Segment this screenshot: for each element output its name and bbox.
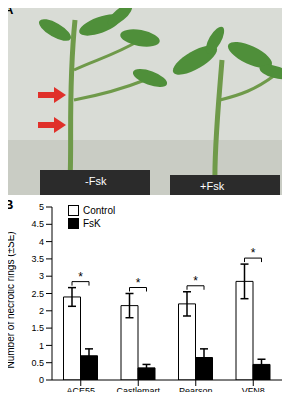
svg-text:0.5: 0.5	[31, 358, 44, 368]
svg-text:VFN8: VFN8	[242, 386, 265, 392]
svg-text:*: *	[193, 274, 198, 288]
svg-text:A: A	[8, 8, 14, 17]
svg-text:Pearson: Pearson	[179, 386, 213, 392]
svg-text:0: 0	[39, 375, 44, 385]
svg-text:*: *	[136, 276, 141, 290]
svg-text:3: 3	[39, 271, 44, 281]
svg-text:4.5: 4.5	[31, 219, 44, 229]
svg-text:*: *	[78, 270, 83, 284]
svg-text:+Fsk: +Fsk	[200, 180, 225, 192]
svg-text:5: 5	[39, 202, 44, 212]
svg-text:-Fsk: -Fsk	[85, 175, 107, 187]
html-text:B: B	[4, 197, 14, 212]
svg-text:1.5: 1.5	[31, 323, 44, 333]
svg-text:2.5: 2.5	[31, 289, 44, 299]
svg-text:2: 2	[39, 306, 44, 316]
svg-text:4: 4	[39, 237, 44, 247]
html-text:Control: Control	[83, 205, 116, 216]
svg-text:1: 1	[39, 341, 44, 351]
svg-text:Number of necrotic rings (±SE): Number of necrotic rings (±SE)	[8, 231, 16, 368]
svg-text:Castlemart: Castlemart	[116, 386, 160, 392]
svg-text:*: *	[251, 246, 256, 260]
html-text:FsK: FsK	[83, 218, 101, 229]
svg-text:3.5: 3.5	[31, 254, 44, 264]
svg-text:ACE55: ACE55	[66, 386, 95, 392]
